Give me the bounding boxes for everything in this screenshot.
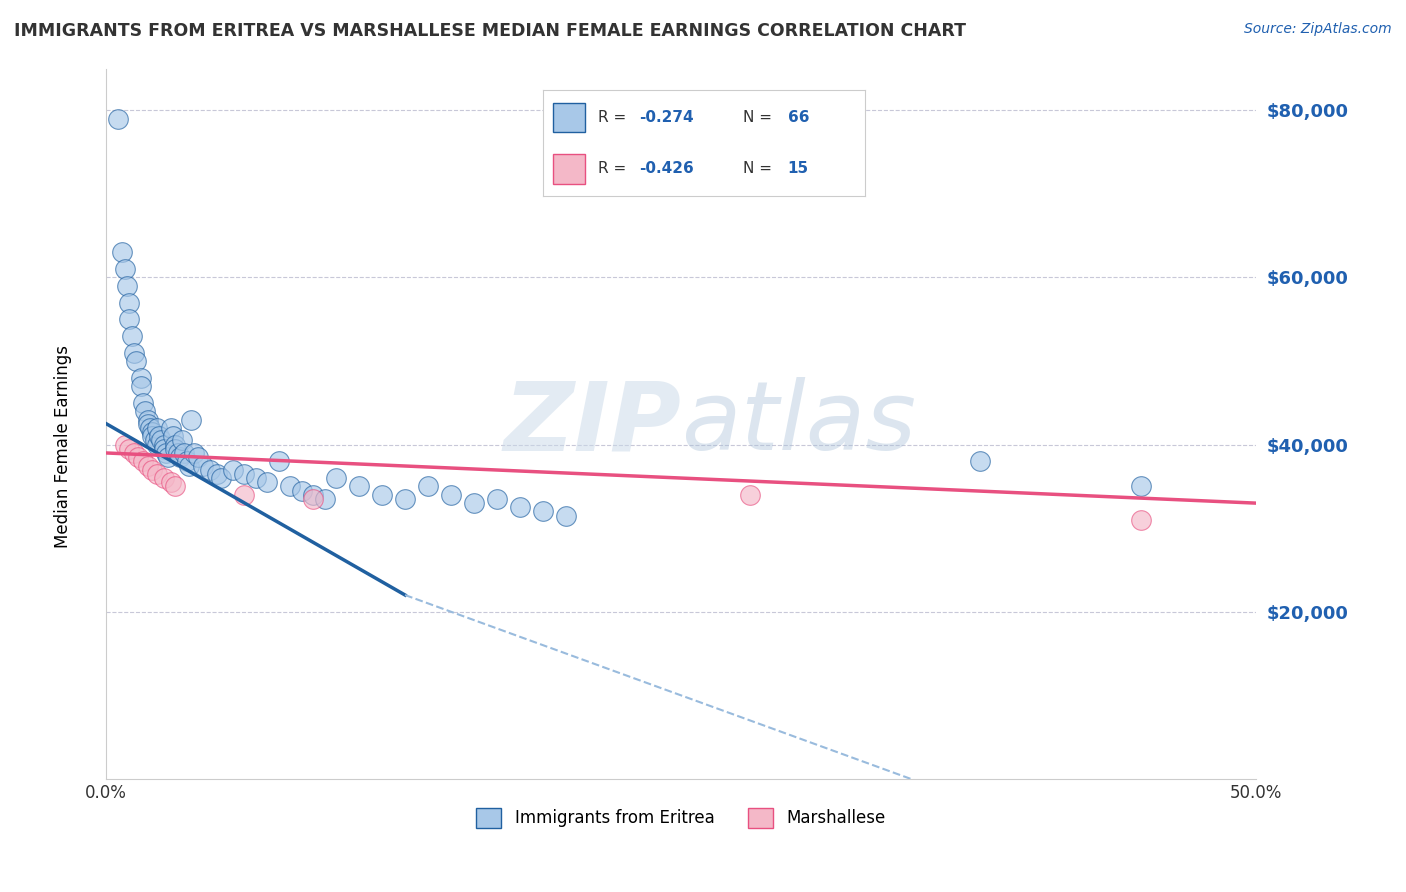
Point xyxy=(738,488,761,502)
Legend: Immigrants from Eritrea, Marshallese: Immigrants from Eritrea, Marshallese xyxy=(470,801,893,835)
Point xyxy=(180,412,202,426)
Text: atlas: atlas xyxy=(681,377,915,470)
Point xyxy=(1129,479,1152,493)
Point xyxy=(183,446,205,460)
Point xyxy=(209,471,232,485)
Point xyxy=(509,500,531,515)
Point xyxy=(129,379,152,393)
Point xyxy=(132,454,155,468)
Point xyxy=(165,479,187,493)
Point xyxy=(177,458,200,473)
Point xyxy=(136,458,159,473)
Point xyxy=(118,312,141,326)
Point xyxy=(152,437,174,451)
Point xyxy=(114,437,136,451)
Point xyxy=(165,437,187,451)
Point xyxy=(114,262,136,277)
Point xyxy=(325,471,347,485)
Point xyxy=(440,488,463,502)
Point xyxy=(141,463,163,477)
Point xyxy=(132,396,155,410)
Point xyxy=(122,345,145,359)
Point xyxy=(191,458,214,473)
Text: IMMIGRANTS FROM ERITREA VS MARSHALLESE MEDIAN FEMALE EARNINGS CORRELATION CHART: IMMIGRANTS FROM ERITREA VS MARSHALLESE M… xyxy=(14,22,966,40)
Point xyxy=(314,491,336,506)
Point xyxy=(152,471,174,485)
Point xyxy=(233,467,256,481)
Text: Median Female Earnings: Median Female Earnings xyxy=(55,344,72,548)
Point xyxy=(555,508,578,523)
Point xyxy=(486,491,509,506)
Point xyxy=(121,329,143,343)
Point xyxy=(111,245,134,260)
Point xyxy=(146,421,169,435)
Point xyxy=(152,442,174,456)
Point xyxy=(176,454,198,468)
Point xyxy=(347,479,370,493)
Point xyxy=(162,429,184,443)
Point xyxy=(134,404,156,418)
Text: ZIP: ZIP xyxy=(503,377,681,470)
Point xyxy=(166,446,188,460)
Point xyxy=(969,454,991,468)
Point xyxy=(187,450,209,464)
Point xyxy=(150,434,173,448)
Point xyxy=(169,450,191,464)
Point xyxy=(198,463,221,477)
Point xyxy=(205,467,228,481)
Point xyxy=(118,295,141,310)
Point xyxy=(416,479,439,493)
Point xyxy=(291,483,314,498)
Point xyxy=(245,471,267,485)
Point xyxy=(463,496,485,510)
Point xyxy=(136,412,159,426)
Point xyxy=(165,442,187,456)
Point xyxy=(531,504,554,518)
Point xyxy=(256,475,278,490)
Point xyxy=(233,488,256,502)
Point xyxy=(118,442,141,456)
Point xyxy=(127,450,149,464)
Point xyxy=(302,488,325,502)
Point xyxy=(148,429,170,443)
Point xyxy=(155,446,177,460)
Point xyxy=(1129,513,1152,527)
Point xyxy=(141,429,163,443)
Point xyxy=(278,479,301,493)
Point xyxy=(159,421,181,435)
Point xyxy=(172,434,194,448)
Point xyxy=(141,425,163,439)
Point xyxy=(139,421,162,435)
Point xyxy=(157,450,180,464)
Point xyxy=(129,370,152,384)
Point xyxy=(146,437,169,451)
Point xyxy=(143,434,166,448)
Point xyxy=(221,463,243,477)
Point xyxy=(173,446,195,460)
Point xyxy=(146,467,169,481)
Point xyxy=(125,354,148,368)
Point xyxy=(115,278,138,293)
Point xyxy=(394,491,416,506)
Point xyxy=(371,488,394,502)
Point xyxy=(159,475,181,490)
Point xyxy=(107,112,129,126)
Point xyxy=(122,446,145,460)
Point xyxy=(267,454,290,468)
Point xyxy=(302,491,325,506)
Text: Source: ZipAtlas.com: Source: ZipAtlas.com xyxy=(1244,22,1392,37)
Point xyxy=(136,417,159,431)
